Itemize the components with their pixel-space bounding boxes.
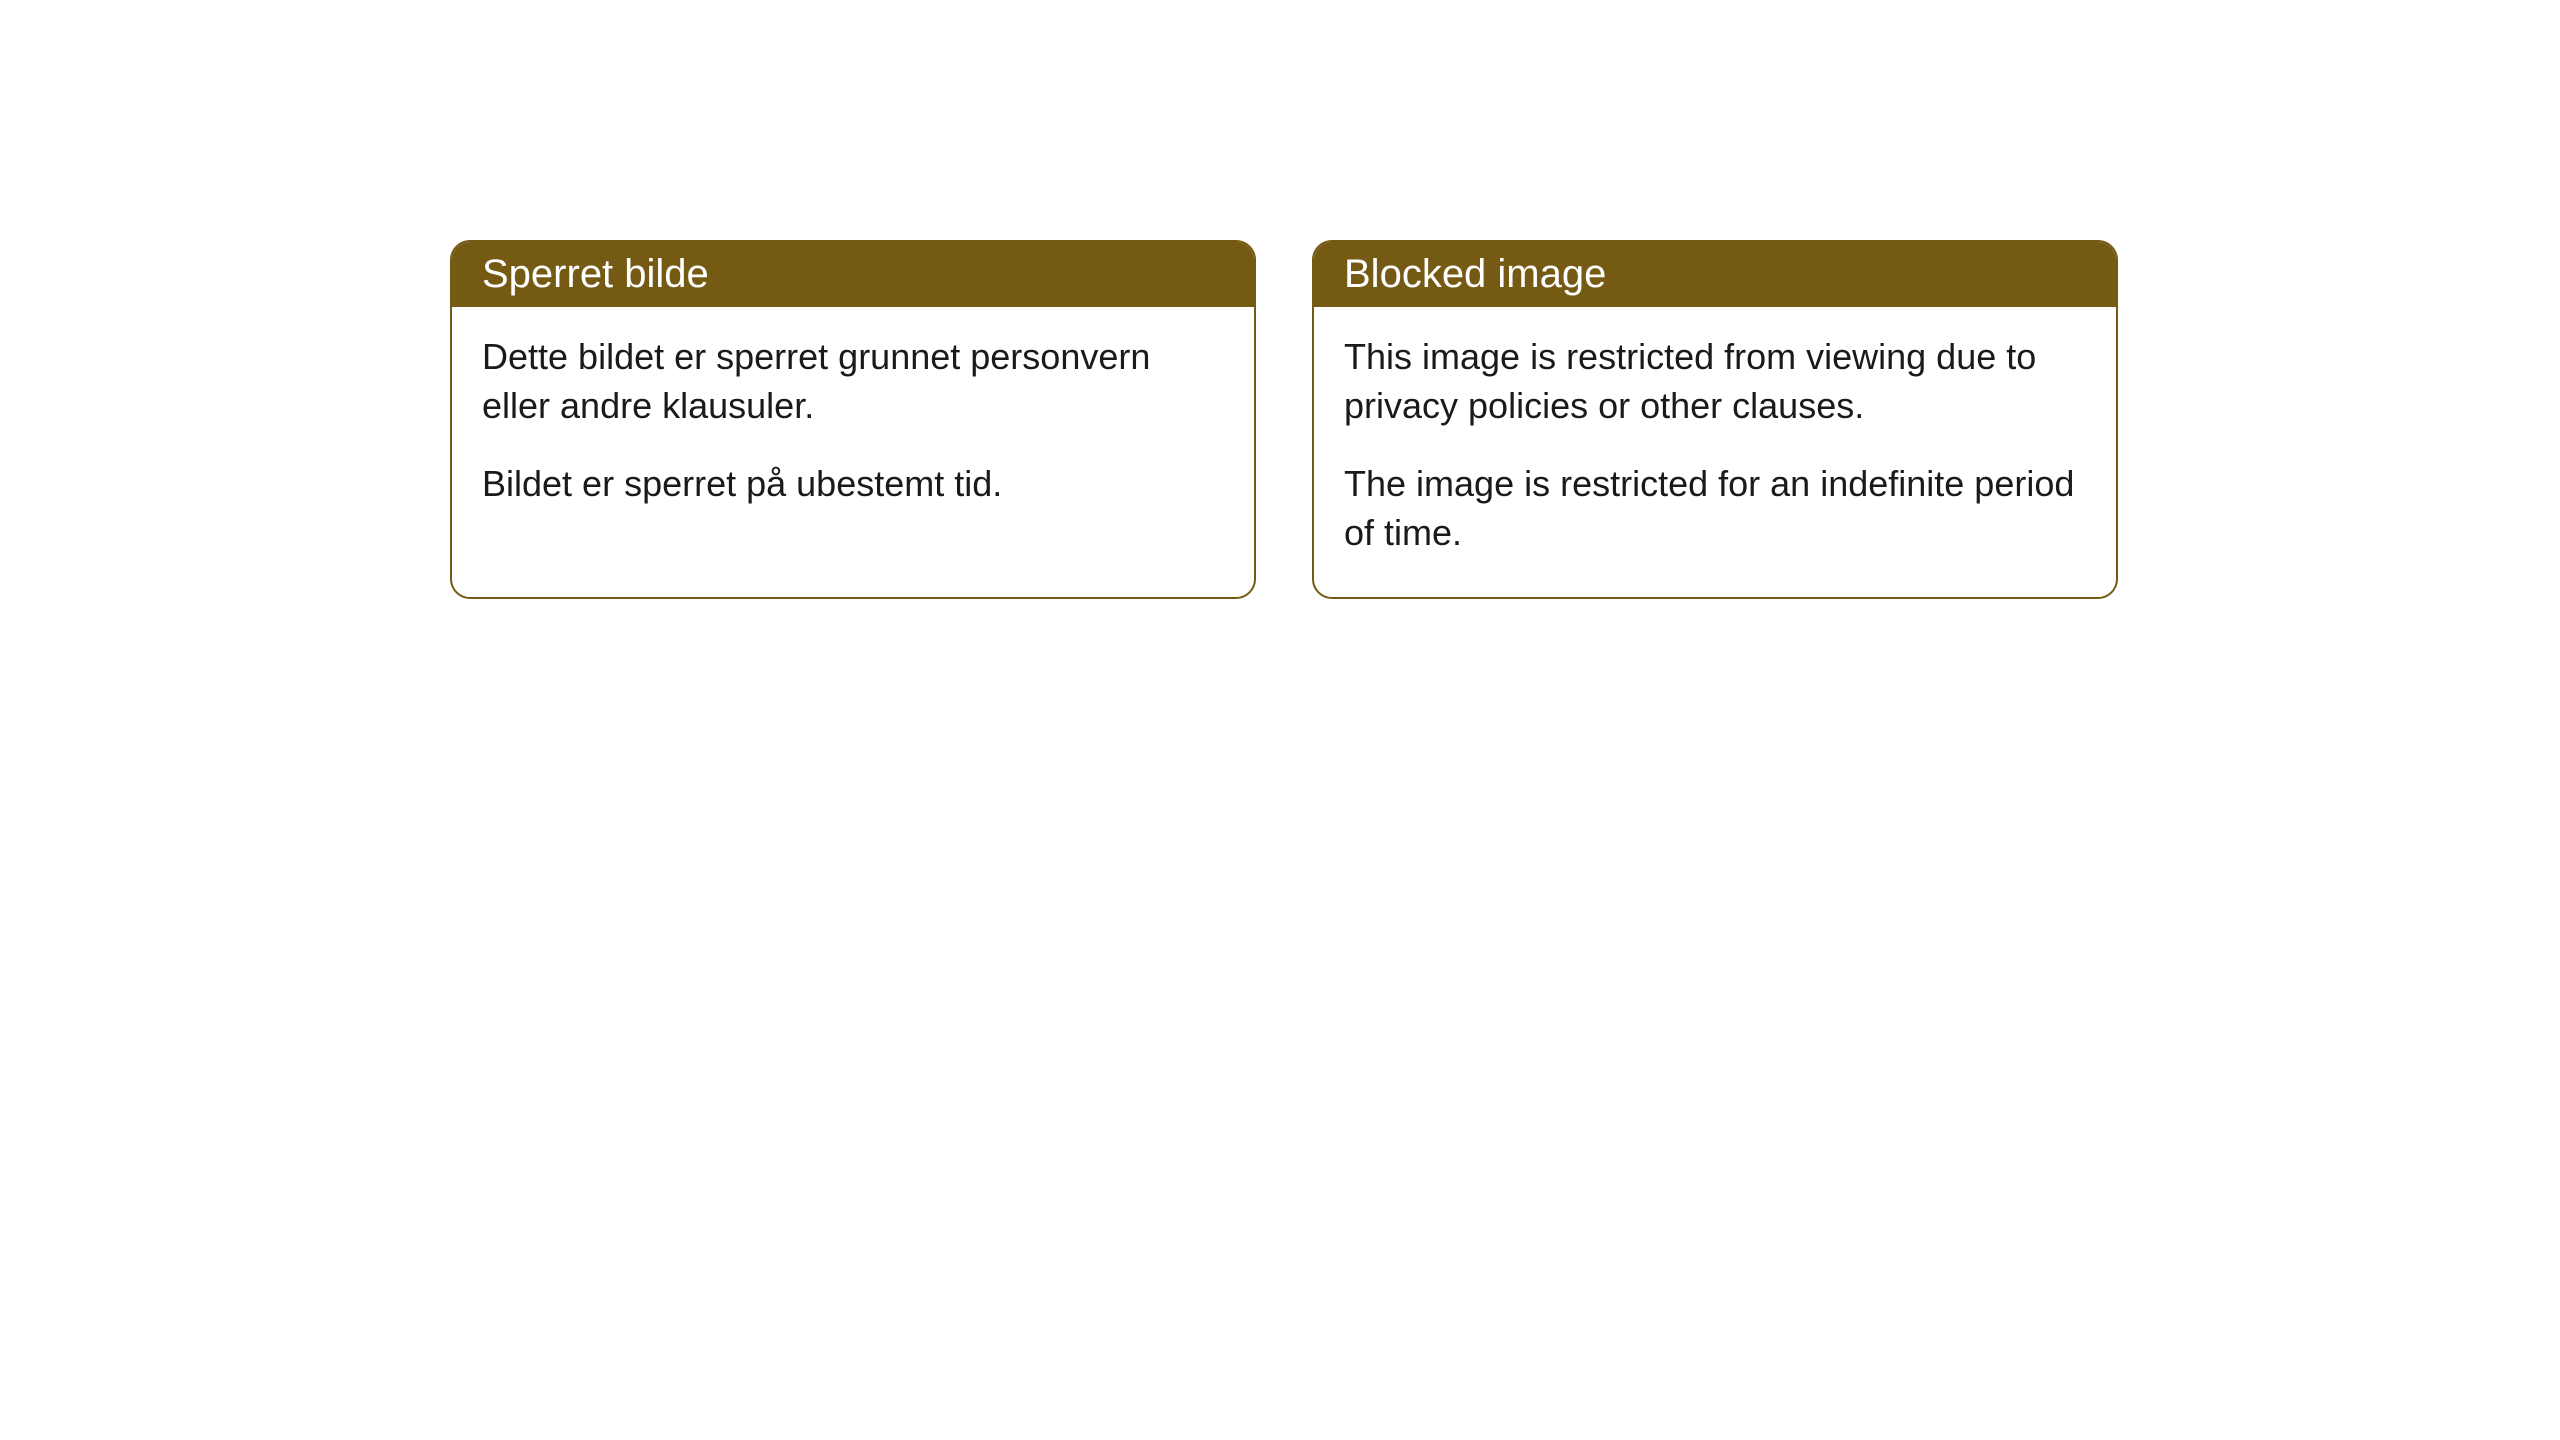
card-text: The image is restricted for an indefinit… [1344,460,2086,557]
card-text: This image is restricted from viewing du… [1344,333,2086,430]
card-header-norwegian: Sperret bilde [452,242,1254,307]
card-body-english: This image is restricted from viewing du… [1314,307,2116,597]
cards-container: Sperret bilde Dette bildet er sperret gr… [450,240,2118,599]
card-norwegian: Sperret bilde Dette bildet er sperret gr… [450,240,1256,599]
card-english: Blocked image This image is restricted f… [1312,240,2118,599]
card-text: Bildet er sperret på ubestemt tid. [482,460,1224,509]
card-header-english: Blocked image [1314,242,2116,307]
card-body-norwegian: Dette bildet er sperret grunnet personve… [452,307,1254,549]
card-text: Dette bildet er sperret grunnet personve… [482,333,1224,430]
